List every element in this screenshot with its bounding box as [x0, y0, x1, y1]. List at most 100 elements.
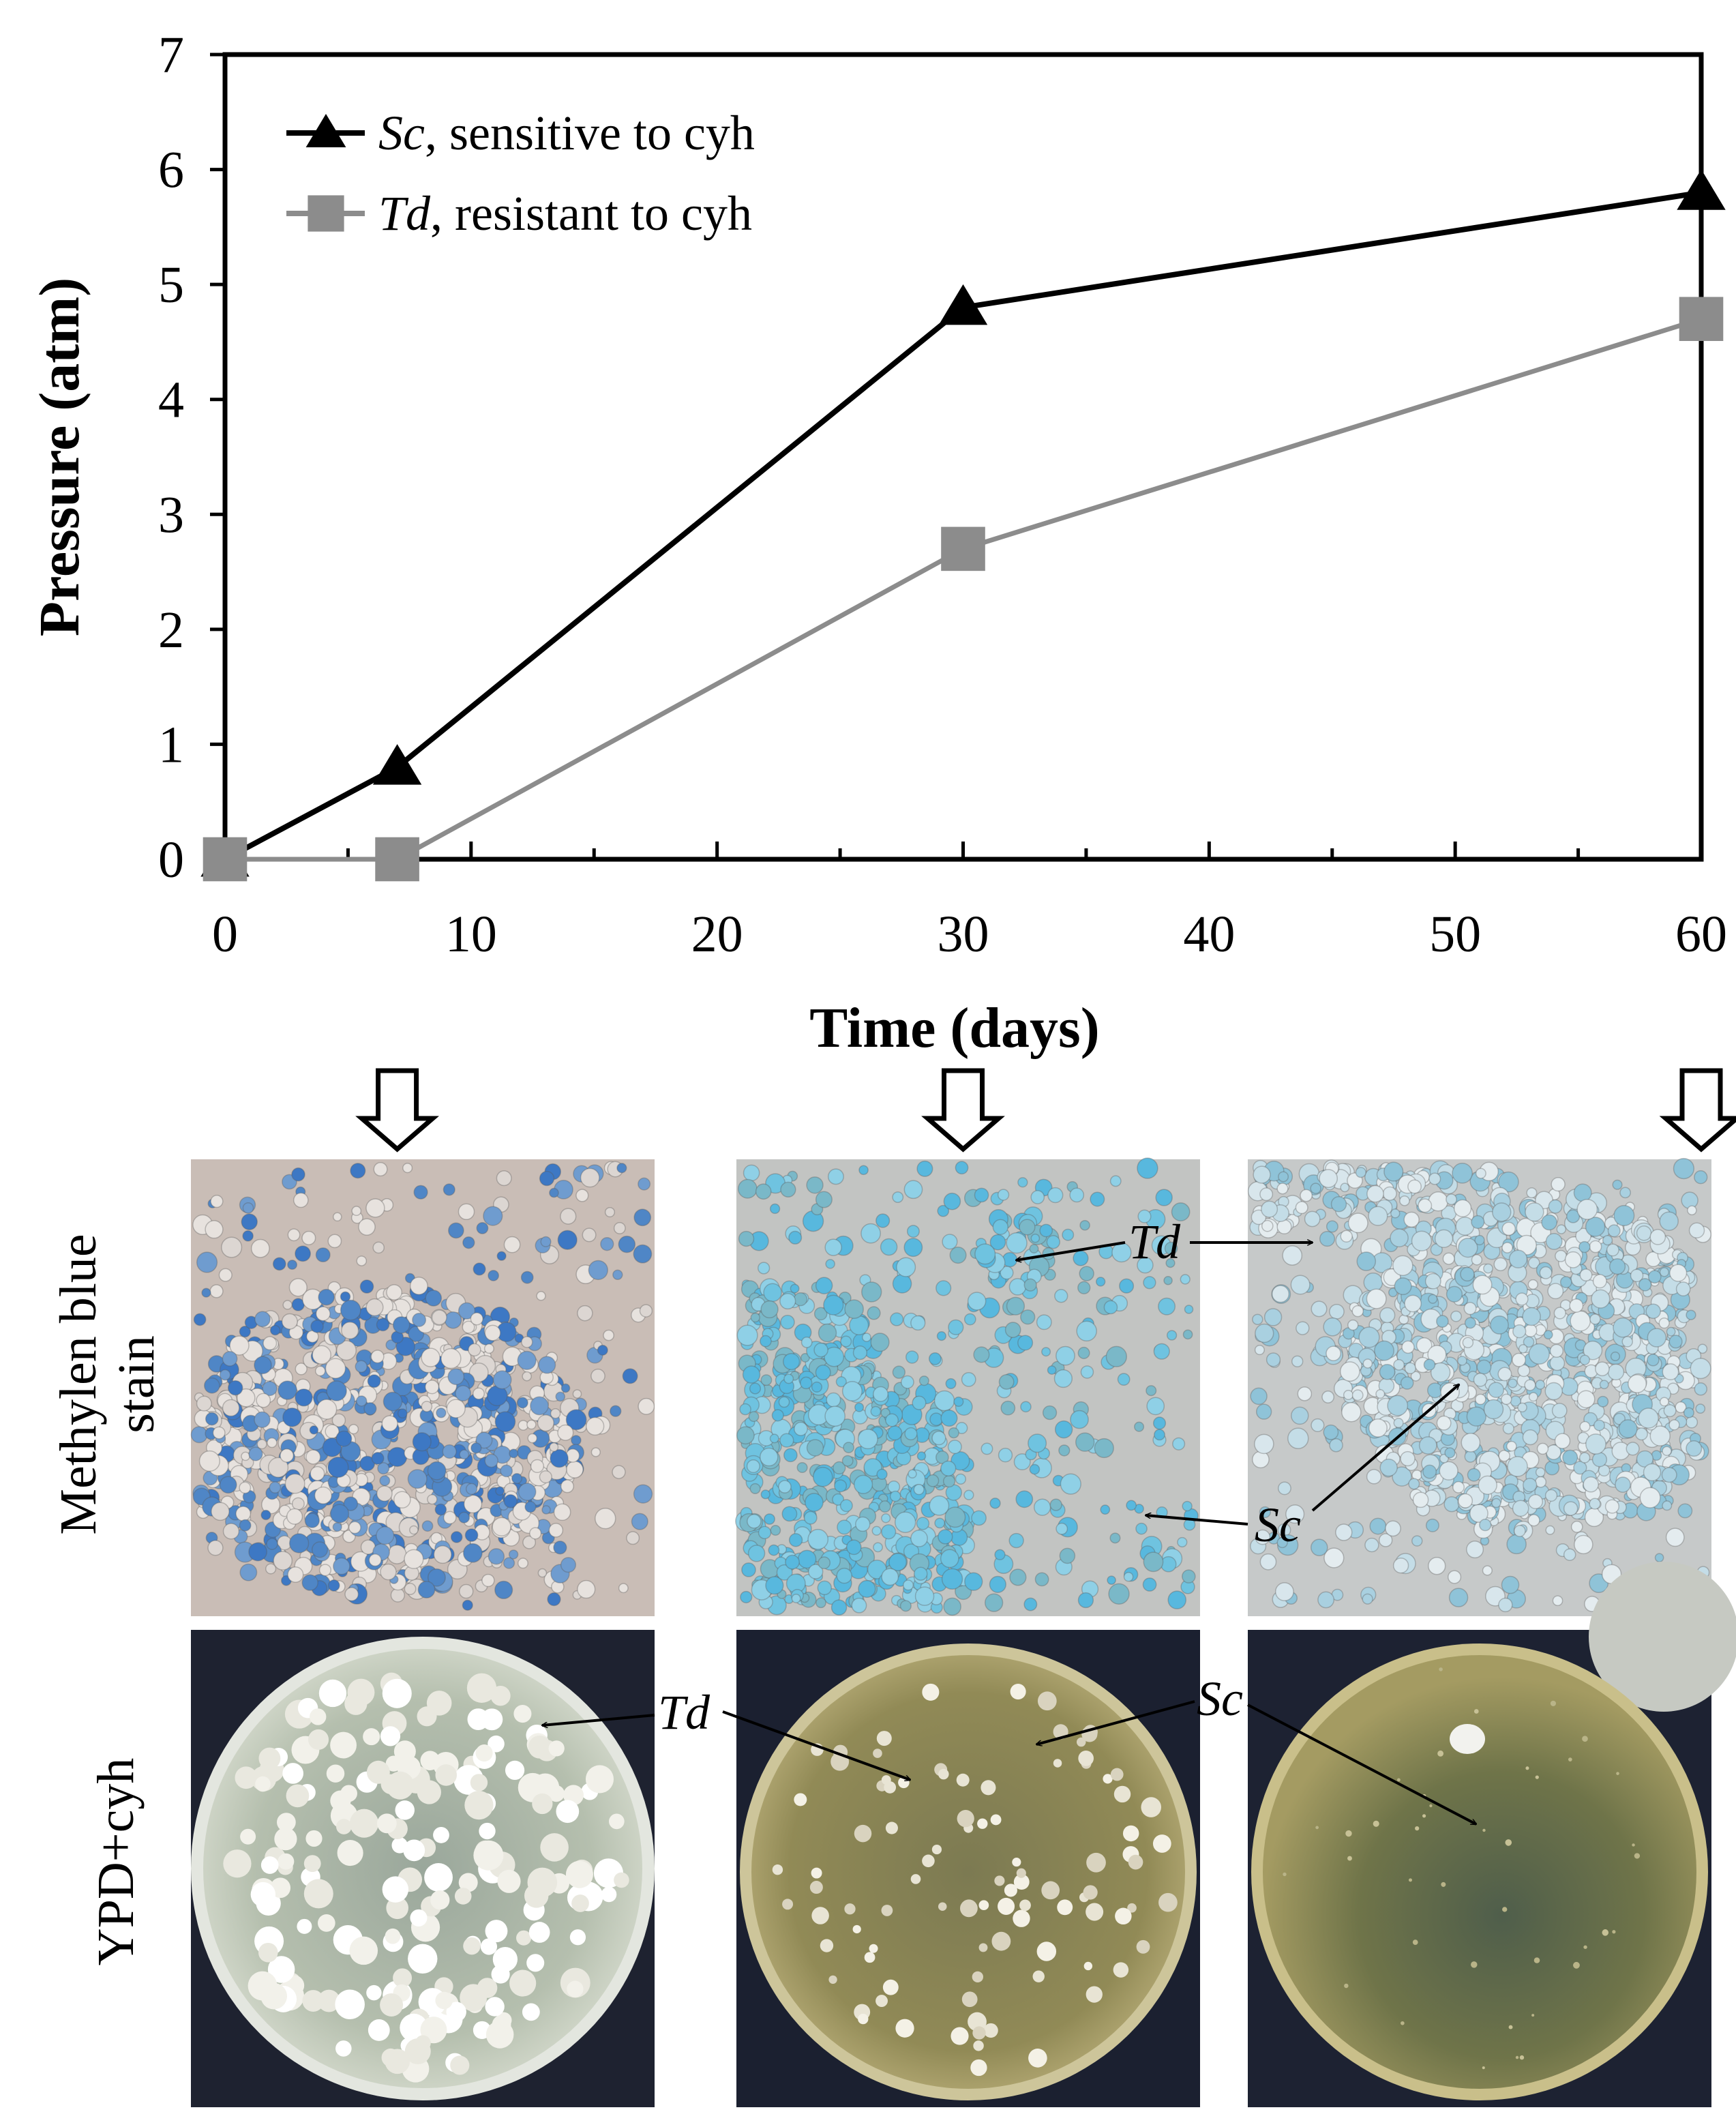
yeast-cell	[318, 1564, 331, 1577]
colony	[970, 2059, 987, 2077]
yeast-cell	[1422, 1464, 1437, 1479]
yeast-cell	[1408, 1478, 1420, 1490]
yeast-cell	[1498, 1171, 1519, 1193]
yeast-cell	[1134, 1421, 1145, 1432]
yeast-cell	[1152, 1416, 1167, 1430]
yeast-cell	[1583, 1340, 1603, 1360]
yeast-cell	[227, 1380, 243, 1396]
yeast-cell	[805, 1493, 824, 1512]
colony	[308, 1729, 329, 1750]
yeast-cell	[1517, 1402, 1527, 1413]
yeast-cell	[839, 1499, 853, 1513]
yeast-cell	[262, 1380, 278, 1397]
colony	[772, 1864, 783, 1875]
yeast-cell	[1259, 1506, 1271, 1519]
yeast-cell	[293, 1192, 309, 1208]
yeast-cell	[844, 1299, 864, 1320]
colony	[1103, 1774, 1113, 1784]
yeast-cell	[278, 1380, 297, 1400]
colony	[1283, 1872, 1287, 1877]
yeast-cell	[764, 1513, 775, 1525]
yeast-cell	[905, 1350, 919, 1364]
yeast-cell	[473, 1262, 486, 1276]
colony	[1122, 1825, 1139, 1842]
yeast-cell	[241, 1451, 250, 1461]
yeast-cell	[356, 1255, 368, 1266]
yeast-cell	[1379, 1307, 1396, 1324]
yeast-cell	[1075, 1432, 1095, 1452]
colony	[1525, 1766, 1529, 1770]
colony	[528, 1922, 550, 1943]
yeast-cell	[1647, 1353, 1660, 1367]
yeast-cell	[889, 1490, 901, 1502]
data-point-square	[308, 195, 344, 232]
yeast-cell	[746, 1459, 760, 1474]
colony	[303, 1855, 321, 1873]
colony	[1441, 1881, 1446, 1887]
yeast-cell	[1479, 1519, 1492, 1532]
yeast-cell	[1250, 1387, 1268, 1405]
yeast-cell	[462, 1599, 473, 1611]
yeast-cell	[824, 1346, 845, 1367]
yeast-cell	[1368, 1418, 1388, 1438]
yeast-cell	[1077, 1592, 1094, 1609]
yeast-cell	[1566, 1209, 1581, 1223]
yeast-cell	[248, 1446, 263, 1461]
yeast-cell	[1398, 1314, 1409, 1325]
colony	[614, 1872, 629, 1888]
yeast-cell	[580, 1167, 600, 1188]
colony	[972, 1971, 983, 1983]
colony	[1013, 1909, 1030, 1927]
yeast-cell	[1323, 1317, 1343, 1337]
yeast-cell	[759, 1447, 779, 1467]
yeast-cell	[511, 1472, 523, 1484]
yeast-cell	[1508, 1378, 1518, 1388]
colony	[385, 1755, 402, 1772]
yeast-cell	[796, 1461, 808, 1474]
yeast-cell	[1261, 1219, 1274, 1232]
yeast-cell	[1659, 1397, 1669, 1407]
colony	[968, 2012, 987, 2032]
yeast-cell	[393, 1491, 411, 1509]
yeast-cell	[518, 1483, 537, 1501]
yeast-cell	[359, 1455, 376, 1472]
yeast-cell	[548, 1523, 564, 1538]
yeast-cell	[1463, 1302, 1477, 1315]
yeast-cell	[1079, 1219, 1090, 1231]
yeast-cell	[1411, 1535, 1423, 1547]
yeast-cell	[858, 1579, 876, 1598]
stain-panel-day7	[190, 1159, 655, 1616]
yeast-cell	[1311, 1418, 1325, 1432]
yeast-cell	[1379, 1458, 1398, 1477]
yeast-cell	[565, 1409, 587, 1431]
yeast-cell	[256, 1439, 267, 1450]
yeast-cell	[1523, 1336, 1535, 1348]
yeast-cell	[1049, 1498, 1062, 1511]
colony	[811, 1907, 829, 1924]
yeast-cell	[937, 1204, 950, 1217]
yeast-cell	[1056, 1345, 1075, 1366]
yeast-cell	[1029, 1244, 1039, 1254]
yeast-cell	[1506, 1440, 1517, 1452]
yeast-cell	[1155, 1189, 1173, 1206]
down-arrow-icon	[921, 1068, 1005, 1152]
yeast-cell	[356, 1395, 368, 1407]
colony	[1568, 1757, 1572, 1761]
yeast-cell	[496, 1251, 507, 1261]
yeast-cell	[834, 1479, 848, 1493]
yeast-cell	[779, 1292, 796, 1310]
colony	[1519, 2055, 1525, 2060]
yeast-cell	[1668, 1335, 1683, 1349]
colony	[1113, 1962, 1129, 1978]
yeast-cell	[254, 1356, 272, 1375]
yeast-cell	[1347, 1213, 1368, 1234]
yeast-cell	[316, 1399, 338, 1420]
yeast-cell	[916, 1517, 930, 1530]
colony	[585, 1765, 614, 1794]
colony	[485, 2021, 514, 2049]
y-axis-ticks: 0 1 2 3 4 5 6 7	[158, 27, 225, 889]
yeast-cell	[737, 1178, 758, 1199]
yeast-cell	[997, 1189, 1010, 1201]
yeast-cell	[1434, 1229, 1454, 1249]
legend-label-description: , resistant to cyh	[430, 186, 752, 241]
